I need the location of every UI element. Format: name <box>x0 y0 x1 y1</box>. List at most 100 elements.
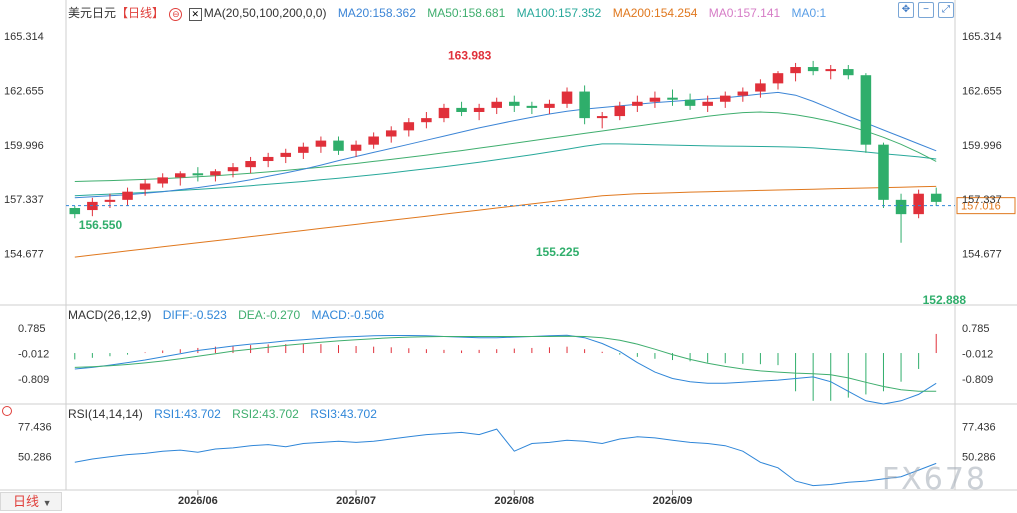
candle-body <box>526 105 538 108</box>
time-tick-label-0: 2026/06 <box>178 495 218 507</box>
rsi3-value: RSI3:43.702 <box>310 407 377 421</box>
price-tick-left-2: 159.996 <box>4 140 44 152</box>
ma100-line <box>74 143 937 197</box>
candle-body <box>315 140 327 147</box>
candle-body <box>895 199 907 215</box>
price-annotation-3: 152.888 <box>923 293 967 307</box>
main-chart-header: 美元日元【日线】 ⊖ ✕ MA(20,50,100,200,0,0) MA20:1… <box>68 4 834 21</box>
current-price-box <box>956 197 1016 215</box>
candle-body <box>104 199 116 202</box>
macd-tick-left-1: -0.012 <box>18 348 49 360</box>
crosshair-icon[interactable] <box>2 406 12 416</box>
candle-body <box>843 69 854 76</box>
candle-body <box>385 130 397 137</box>
candle-body <box>913 193 924 215</box>
candle-body <box>825 69 837 72</box>
time-tick-label-3: 2026/09 <box>653 495 693 507</box>
candle-body <box>561 91 573 104</box>
candle-body <box>368 136 379 145</box>
candle-body <box>807 67 819 72</box>
candle-body <box>755 83 766 92</box>
candle-body <box>421 118 432 123</box>
candle-body <box>262 156 274 162</box>
candle-body <box>614 105 626 117</box>
price-tick-left-0: 165.314 <box>4 31 44 43</box>
price-tick-left-4: 154.677 <box>4 248 44 260</box>
rsi-line <box>74 428 937 487</box>
timeframe-button[interactable]: 日线 ▼ <box>0 492 62 511</box>
moving-average-lines <box>74 91 937 258</box>
candle-body <box>210 171 221 176</box>
rsi-tick-right-0: 77.436 <box>962 421 996 433</box>
candle-body <box>491 101 502 108</box>
candle-body <box>139 183 151 190</box>
macd-value: MACD:-0.506 <box>311 308 385 322</box>
price-annotation-2: 155.225 <box>536 245 580 259</box>
watermark-logo: FX678 <box>881 462 987 497</box>
candle-body <box>737 91 749 96</box>
macd-tick-right-1: -0.012 <box>962 348 993 360</box>
grid-lines <box>0 0 1017 491</box>
macd-dea-line <box>74 335 937 392</box>
candle-body <box>509 101 520 106</box>
ma200-value: MA200:154.254 <box>612 6 698 20</box>
candle-body <box>245 161 256 168</box>
candle-body <box>772 73 784 84</box>
rsi2-value: RSI2:43.702 <box>232 407 299 421</box>
move-icon[interactable]: ✥ <box>898 2 914 18</box>
time-tick-label-1: 2026/07 <box>336 495 376 507</box>
axis-labels: 165.314 165.314 162.655 162.655 159.996 159.9… <box>4 31 1002 260</box>
macd-diff: DIFF:-0.523 <box>162 308 227 322</box>
price-tick-right-2: 159.996 <box>962 140 1002 152</box>
price-annotations: 157.016 163.983 156.550 155.225 152.888 <box>66 48 1016 307</box>
expand-icon[interactable]: ⤢ <box>938 2 954 18</box>
time-axis: 2026/06 2026/07 2026/08 2026/09 <box>178 490 692 507</box>
ma20-value: MA20:158.362 <box>337 6 416 20</box>
settings-icon[interactable]: ⊖ <box>169 8 183 21</box>
candle-body <box>860 75 872 145</box>
macd-tick-right-2: -0.809 <box>962 374 993 386</box>
macd-label: MACD(26,12,9) <box>68 308 152 322</box>
price-tick-left-3: 157.337 <box>4 194 44 206</box>
candle-body <box>280 152 292 157</box>
ma-parameters: MA(20,50,100,200,0,0) <box>203 6 327 20</box>
candle-body <box>930 193 942 202</box>
price-tick-right-4: 154.677 <box>962 248 1002 260</box>
candle-body <box>350 144 362 151</box>
price-annotation-0: 163.983 <box>448 48 492 62</box>
ma0-value-1: MA0:157.141 <box>708 6 781 20</box>
rsi-tick-left-1: 50.286 <box>18 451 52 463</box>
current-price-label: 157.016 <box>961 201 1001 213</box>
candle-body <box>579 91 590 119</box>
candle-body <box>473 107 485 112</box>
macd-header: MACD(26,12,9) DIFF:-0.523 DEA:-0.270 MAC… <box>68 308 392 322</box>
candle-body <box>719 95 731 102</box>
price-annotation-1: 156.550 <box>79 218 123 232</box>
candle-body <box>403 122 415 131</box>
ma-icon: ✕ <box>188 8 202 21</box>
price-tick-right-3: 157.337 <box>962 194 1002 206</box>
candlestick-series <box>69 60 942 243</box>
ma50-value: MA50:158.681 <box>427 6 506 20</box>
pair-label: 美元日元 <box>68 6 117 20</box>
candle-body <box>667 97 678 100</box>
candle-body <box>790 67 801 74</box>
candle-body <box>456 107 467 112</box>
candle-body <box>122 191 133 200</box>
candle-body <box>702 101 713 106</box>
candle-body <box>298 146 309 153</box>
rsi-panel: 77.436 77.436 50.286 50.286 <box>18 421 996 487</box>
candle-body <box>596 116 608 119</box>
timeframe-button-label: 日线 <box>13 494 40 509</box>
candle-body <box>192 173 204 176</box>
macd-panel: 0.785 0.785 -0.012 -0.012 -0.809 -0.809 <box>18 323 993 405</box>
ma0-value-2: MA0:1 <box>791 6 827 20</box>
minimize-icon[interactable]: − <box>918 2 934 18</box>
candle-body <box>174 173 186 178</box>
candle-body <box>333 140 344 151</box>
candle-body <box>544 103 555 108</box>
rsi-tick-left-0: 77.436 <box>18 421 52 433</box>
macd-diff-line <box>74 334 937 405</box>
timeframe-label: 【日线】 <box>116 6 165 20</box>
rsi-label: RSI(14,14,14) <box>68 407 143 421</box>
